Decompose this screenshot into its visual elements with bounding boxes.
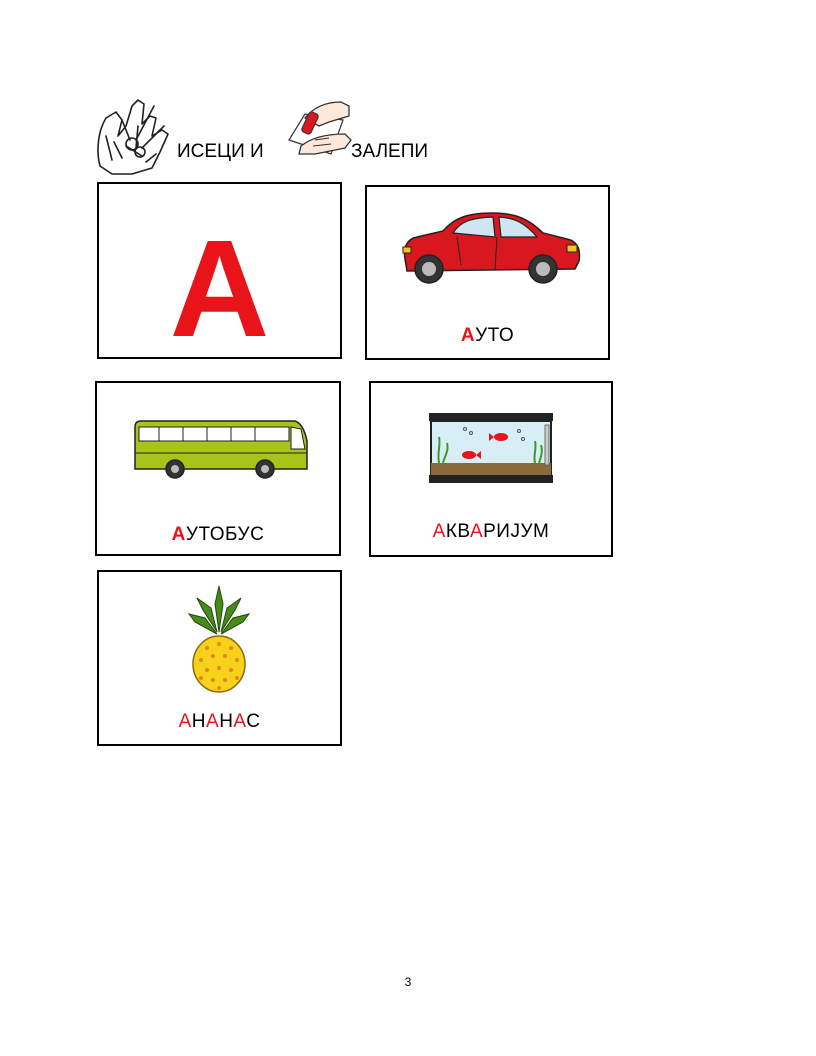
word-part: Н xyxy=(219,711,234,732)
word-pineapple: АНАНАС xyxy=(99,711,340,733)
car-icon xyxy=(397,207,582,289)
cut-label: ИСЕЦИ И xyxy=(177,141,264,162)
word-part: А xyxy=(171,524,186,545)
glue-hands-icon xyxy=(285,96,353,162)
word-part: КВ xyxy=(445,521,470,542)
scissors-hands-icon xyxy=(92,96,174,176)
card-pineapple: АНАНАС xyxy=(97,570,342,746)
card-aquarium: АКВАРИЈУМ xyxy=(369,381,613,557)
card-car: АУТО xyxy=(365,185,610,360)
word-part: А xyxy=(460,325,476,346)
word-part: А xyxy=(178,711,192,732)
glue-label: ЗАЛЕПИ xyxy=(351,141,429,162)
page-number: 3 xyxy=(404,975,412,989)
word-part: А xyxy=(469,521,484,542)
word-part: УТОБУС xyxy=(185,524,265,545)
pineapple-icon xyxy=(187,584,251,694)
word-aquarium: АКВАРИЈУМ xyxy=(371,521,611,543)
word-part: РИЈУМ xyxy=(483,521,550,542)
word-part: Н xyxy=(191,711,206,732)
word-part: А xyxy=(432,521,446,542)
big-letter: А xyxy=(169,212,270,366)
word-part: С xyxy=(246,711,261,732)
card-bus: АУТОБУС xyxy=(95,381,341,556)
bus-icon xyxy=(131,417,309,483)
letter-card: А xyxy=(97,182,342,359)
aquarium-icon xyxy=(427,411,555,485)
word-bus: АУТОБУС xyxy=(97,524,339,546)
word-part: УТО xyxy=(475,325,515,346)
word-part: А xyxy=(206,711,220,732)
word-car: АУТО xyxy=(367,325,608,347)
word-part: А xyxy=(233,711,247,732)
